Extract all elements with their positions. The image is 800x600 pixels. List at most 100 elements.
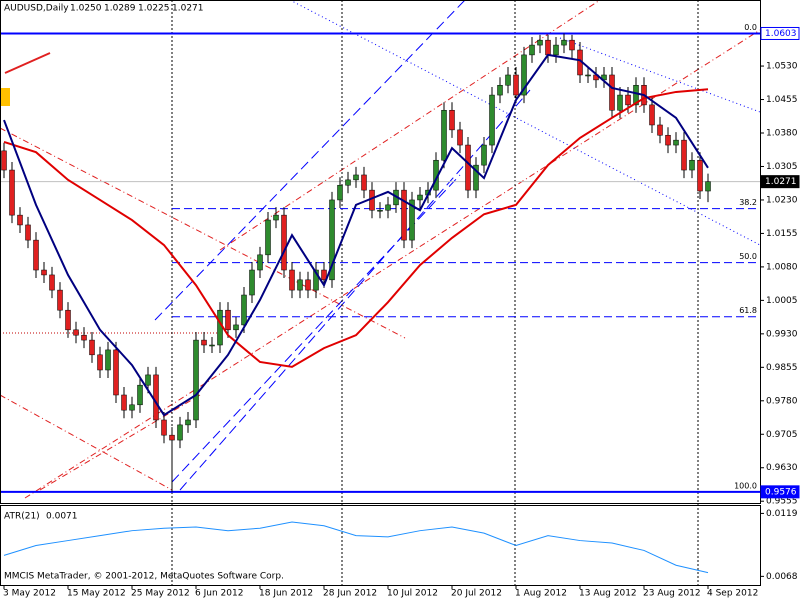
fib-label: 0.0: [744, 23, 757, 32]
price-box-label: 1.0271: [765, 177, 797, 187]
candle-body: [225, 309, 231, 331]
y-tick-label: 0.9555: [766, 497, 798, 507]
price-box: [760, 26, 800, 40]
y-tick-label: 1.0080: [766, 262, 798, 272]
trend-line: [24, 29, 761, 499]
candle-body: [633, 84, 639, 106]
candle-body: [49, 274, 55, 291]
candle-body: [233, 324, 239, 331]
fib-label: 50.0: [739, 252, 757, 261]
candle-body: [89, 339, 95, 356]
atr-tick-label: 0.0119: [766, 509, 798, 519]
candle-body: [625, 94, 631, 106]
candle-body: [297, 279, 303, 291]
x-tick-label: 3 May 2012: [3, 589, 56, 599]
marker: [0, 88, 10, 106]
candle-body: [97, 354, 103, 371]
candle-body: [273, 214, 279, 221]
candle-body: [73, 329, 79, 336]
x-tick-label: 1 Aug 2012: [515, 589, 567, 599]
atr-line: [3, 521, 709, 574]
candle-body: [177, 424, 183, 441]
candle-body: [665, 134, 671, 146]
candle-body: [689, 159, 695, 171]
header-open: 1.0250: [70, 4, 102, 14]
candle-body: [497, 84, 503, 96]
candle-body: [529, 44, 535, 56]
candle-body: [345, 179, 351, 186]
footer: MMCIS MetaTrader, © 2001-2012, MetaQuote…: [4, 572, 284, 582]
candle-body: [201, 339, 207, 346]
y-tick-label: 1.0380: [766, 129, 798, 139]
candle-body: [649, 104, 655, 126]
candle-body: [385, 204, 391, 211]
candle-body: [169, 434, 175, 441]
candle-body: [361, 174, 367, 191]
price-box: [760, 175, 800, 189]
plot-layer: 0.0 38.2 50.0 61.8 100.0: [0, 23, 760, 493]
chart-title: AUDUSD,Daily: [4, 4, 69, 14]
price-box: [760, 485, 800, 499]
candle-body: [673, 139, 679, 146]
candle-body: [377, 209, 383, 212]
candle-body: [241, 294, 247, 326]
candle-body: [265, 219, 271, 256]
candle-body: [545, 39, 551, 56]
candle-body: [681, 139, 687, 171]
candle-body: [513, 74, 519, 96]
candle-body: [41, 269, 47, 276]
y-tick-label: 1.0305: [766, 162, 798, 172]
y-tick-label: 0.9930: [766, 329, 798, 339]
candle-body: [569, 39, 575, 51]
candle-body: [561, 39, 567, 46]
candle-body: [25, 224, 31, 241]
candle-body: [401, 189, 407, 241]
candle-body: [473, 164, 479, 191]
candle-body: [417, 194, 423, 201]
x-tick-label: 18 Jun 2012: [259, 589, 313, 599]
trend-line: [289, 0, 761, 246]
candle-body: [153, 374, 159, 421]
candle-body: [313, 269, 319, 291]
candle-body: [217, 309, 223, 346]
candle-body: [441, 109, 447, 161]
candle-body: [57, 289, 63, 311]
moving-average: [3, 88, 709, 368]
header-close: 1.0271: [172, 4, 204, 14]
candle-body: [353, 174, 359, 181]
candle-body: [281, 214, 287, 271]
fib-label: 61.8: [739, 306, 757, 315]
y-tick-label: 1.0005: [766, 296, 798, 306]
x-tick-label: 4 Sep 2012: [707, 589, 758, 599]
trend-line: [219, 0, 601, 251]
candle-body: [33, 239, 39, 271]
candle-body: [121, 394, 127, 411]
candle-body: [465, 144, 471, 191]
candle-body: [585, 74, 591, 77]
candle-body: [65, 309, 71, 331]
candle-body: [409, 199, 415, 241]
candle-body: [185, 419, 191, 426]
candle-body: [113, 349, 119, 396]
candle-body: [161, 419, 167, 436]
candle-body: [257, 254, 263, 271]
x-tick-label: 28 Jun 2012: [323, 589, 377, 599]
x-tick-label: 13 Aug 2012: [579, 589, 637, 599]
candle-body: [457, 129, 463, 146]
trend-line: [39, 394, 201, 491]
candle-body: [617, 94, 623, 111]
y-tick-label: 1.0455: [766, 95, 798, 105]
candle-body: [137, 384, 143, 406]
y-tick-label: 0.9705: [766, 430, 798, 440]
trend-line: [0, 127, 406, 339]
candle-body: [305, 279, 311, 291]
candle-body: [521, 54, 527, 96]
period-separators: [171, 0, 699, 585]
atr-tick-label: 0.0068: [766, 572, 798, 582]
candle-body: [209, 344, 215, 347]
candle-body: [505, 74, 511, 86]
candle-body: [9, 169, 15, 216]
candle-body: [705, 181, 711, 192]
price-box-label: 0.9576: [765, 487, 797, 497]
